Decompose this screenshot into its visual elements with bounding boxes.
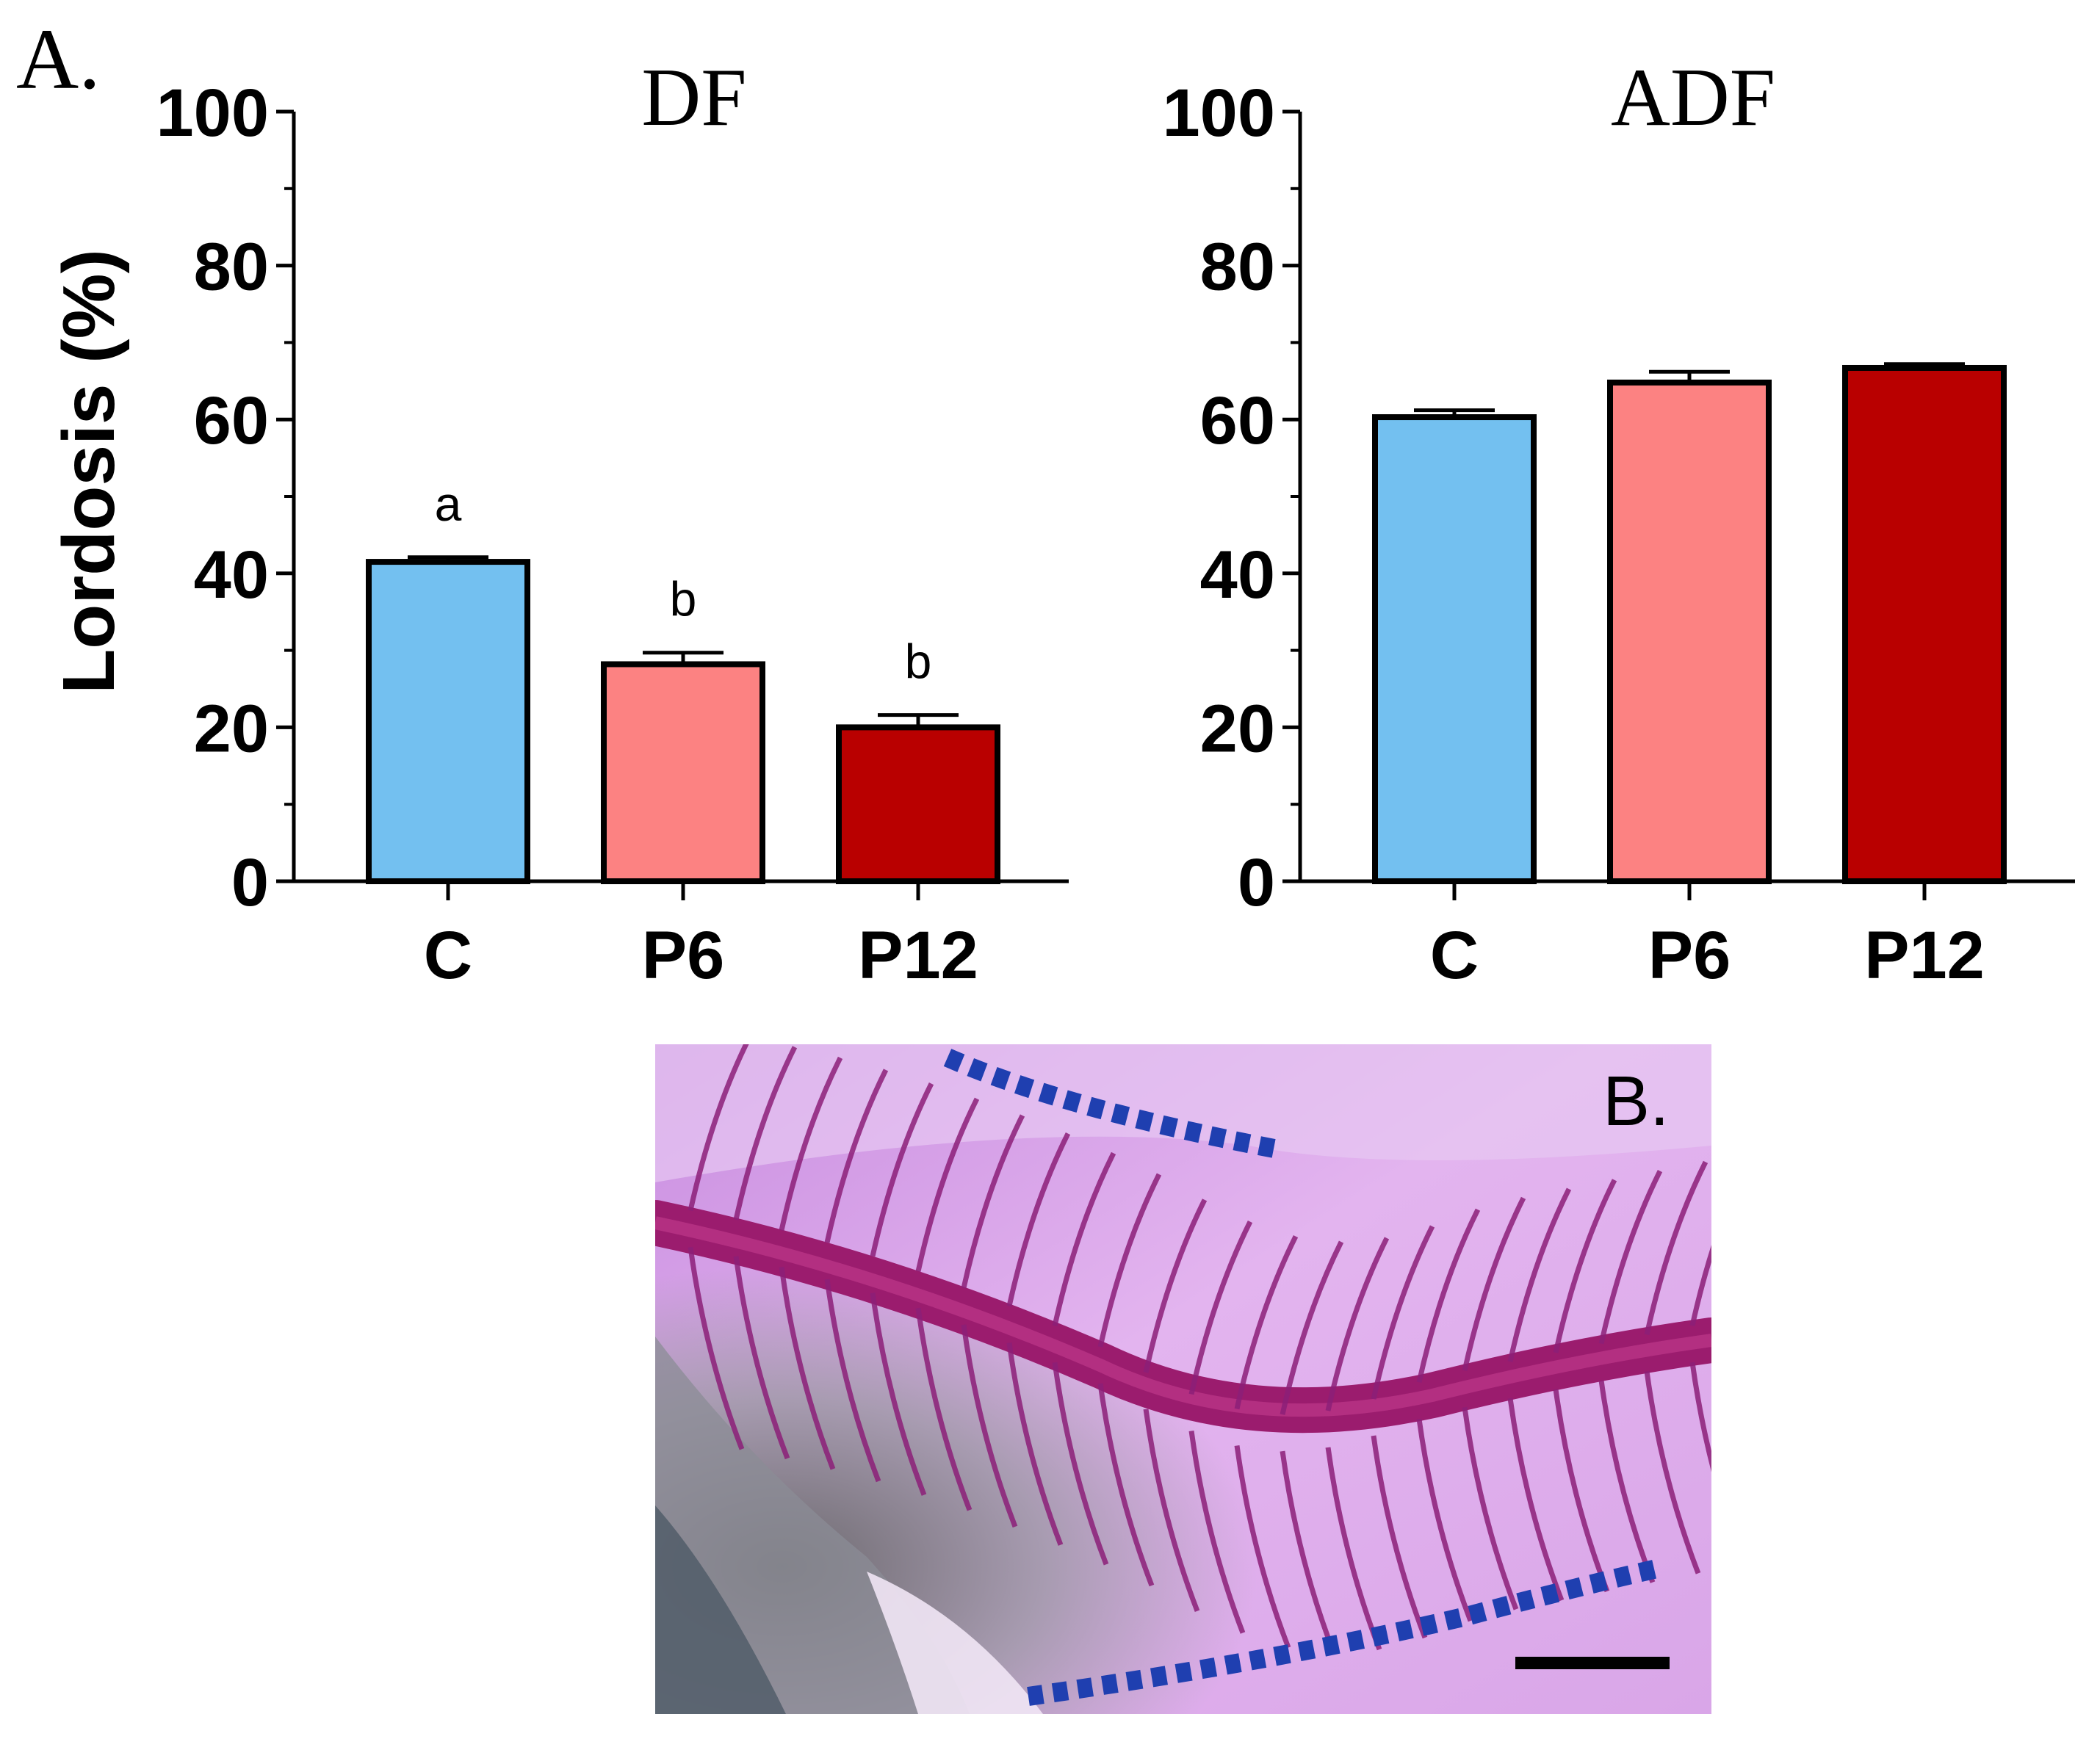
x-tick-label-p6: P6: [642, 918, 725, 993]
haemal-spine: [961, 1324, 1018, 1528]
y-tick-label: 0: [1238, 845, 1275, 920]
neural-spine: [779, 1056, 843, 1232]
fish-skeleton-photo: B.: [655, 1044, 1711, 1714]
haemal-spine: [824, 1279, 881, 1483]
x-tick-label-c: C: [424, 918, 472, 993]
chart-df-marks: 0 20 40 60 80 100 Ca P6 b P12 b: [156, 76, 1069, 993]
neural-spine: [733, 1046, 798, 1221]
y-tick-label: 20: [194, 691, 269, 766]
neural-spine: [688, 1044, 749, 1212]
haemal-spine: [1462, 1406, 1519, 1610]
haemal-spine: [1416, 1418, 1473, 1622]
y-tick-label: 40: [194, 538, 269, 612]
neural-spine: [870, 1082, 934, 1257]
y-tick-label: 80: [1200, 230, 1275, 305]
haemal-spine: [1006, 1342, 1064, 1546]
neural-spine: [1325, 1237, 1390, 1411]
haemal-spine: [779, 1266, 836, 1470]
neural-spine: [1598, 1170, 1663, 1345]
neural-spine: [824, 1069, 889, 1243]
neural-spine: [1689, 1244, 1711, 1326]
haemal-spine: [1598, 1380, 1656, 1583]
neural-spine: [1280, 1240, 1344, 1415]
y-tick-label: 0: [231, 845, 269, 920]
bar-c: [1372, 414, 1537, 884]
haemal-spine: [1371, 1435, 1428, 1639]
y-tick-label: 100: [1163, 76, 1276, 151]
significance-label: b: [905, 634, 932, 689]
neural-spine: [1462, 1196, 1526, 1372]
neural-spine: [1052, 1152, 1116, 1327]
chart-adf-marks: 0 20 40 60 80 100 C P6 P12: [1163, 76, 2075, 993]
y-tick-label: 20: [1200, 691, 1275, 766]
neural-spine: [1006, 1132, 1071, 1307]
neural-spine: [1143, 1198, 1208, 1373]
x-tick-label-p12: P12: [1864, 918, 1985, 993]
haemal-spine: [1097, 1383, 1155, 1587]
haemal-spine: [1553, 1389, 1610, 1593]
haemal-spine: [1188, 1431, 1246, 1634]
y-tick-label: 60: [1200, 383, 1275, 458]
chart-df-y-axis-title: Lordosis (%): [48, 249, 130, 694]
bar-p6: [601, 661, 765, 884]
neural-spine: [1416, 1208, 1481, 1383]
haemal-spine: [870, 1292, 927, 1496]
neural-spine: [915, 1097, 980, 1272]
y-tick-label: 60: [194, 383, 269, 458]
y-tick-label: 80: [194, 230, 269, 305]
haemal-spine: [1689, 1362, 1711, 1472]
haemal-spine: [915, 1307, 973, 1511]
haemal-spine: [688, 1246, 745, 1450]
neural-spine: [1644, 1160, 1708, 1336]
x-tick-label-p12: P12: [858, 918, 978, 993]
haemal-spine: [1507, 1398, 1565, 1602]
neural-spine: [961, 1114, 1025, 1289]
haemal-spine: [1325, 1447, 1382, 1651]
haemal-spine: [1143, 1409, 1200, 1613]
neural-spine: [1188, 1220, 1253, 1395]
neural-spine: [1097, 1173, 1162, 1348]
chart-adf: ADF 0 20 40 60 80 100 C P6 P12: [1163, 52, 2075, 993]
chart-df-title: DF: [641, 52, 746, 143]
scale-bar: [1515, 1657, 1670, 1669]
bar-p6: [1607, 379, 1772, 884]
neural-spine: [1553, 1179, 1617, 1353]
haemal-spine: [733, 1256, 790, 1460]
x-tick-label-c: C: [1430, 918, 1479, 993]
haemal-spine: [1234, 1445, 1291, 1649]
x-tick-label-p6: P6: [1648, 918, 1731, 993]
significance-label: a: [435, 477, 462, 531]
panel-a-label: A.: [16, 11, 101, 107]
neural-spine: [1234, 1234, 1299, 1410]
panel-b-label: B.: [1603, 1062, 1670, 1140]
neural-spine: [1507, 1187, 1572, 1362]
haemal-spine: [1644, 1370, 1701, 1574]
haemal-spine: [1052, 1362, 1109, 1566]
neural-spine: [1371, 1225, 1435, 1400]
bar-p12: [836, 724, 1000, 885]
bar-c: [366, 559, 530, 885]
haemal-spine: [1280, 1450, 1337, 1655]
y-tick-label: 100: [156, 76, 270, 151]
significance-label: b: [670, 572, 697, 626]
chart-adf-title: ADF: [1611, 52, 1775, 143]
y-tick-label: 40: [1200, 538, 1275, 612]
bar-p12: [1842, 364, 2007, 884]
chart-df: DF Lordosis (%) 0 20 40 60 80 100 Ca P6 b P12 b: [48, 52, 1069, 993]
